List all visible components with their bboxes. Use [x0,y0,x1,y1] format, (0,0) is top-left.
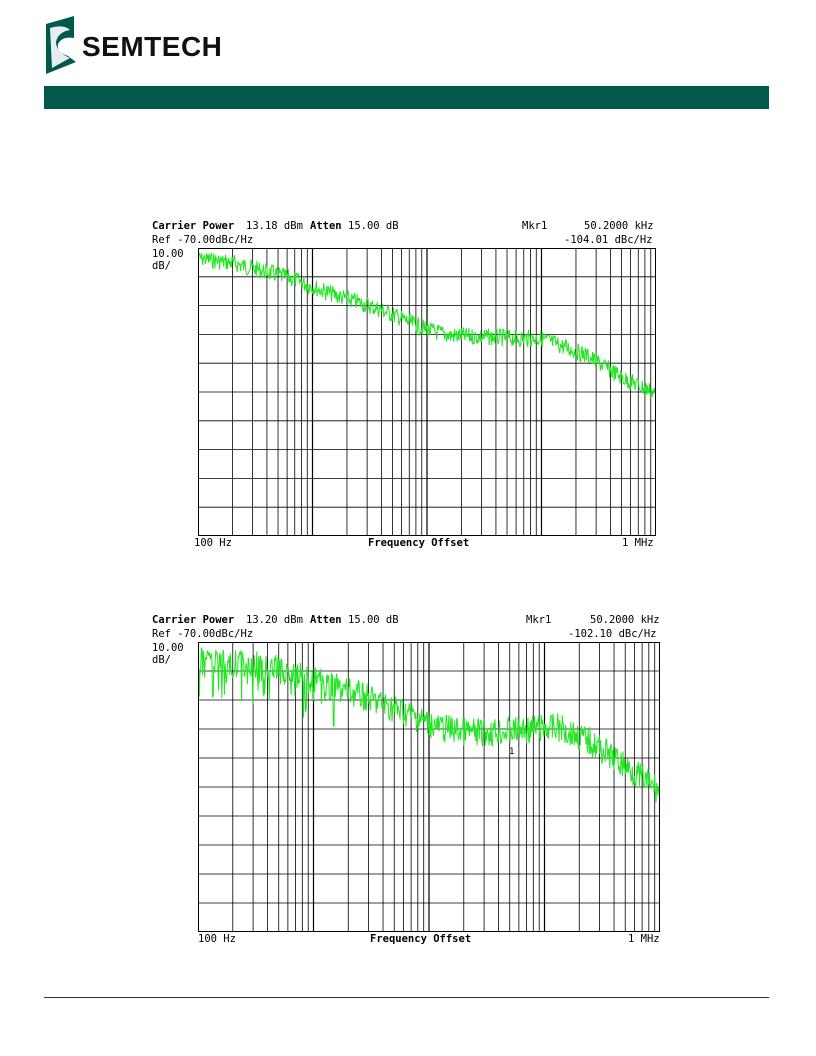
x-axis-start: 100 Hz [194,537,232,549]
marker-level: -104.01 dBc/Hz [564,234,653,246]
plot-border [198,248,656,536]
x-axis-stop: 1 MHz [622,537,654,549]
semtech-logo: SEMTECH [44,16,294,76]
x-axis-stop: 1 MHz [628,933,660,945]
carrier-power-value: 13.18 dBm [246,220,303,232]
x-axis-start: 100 Hz [198,933,236,945]
grid [198,248,656,536]
plot-area [198,248,656,536]
grid [198,642,660,932]
reference-level: Ref -70.00dBc/Hz [152,628,254,640]
carrier-power-label: Carrier Power [152,220,235,232]
x-axis-label: Frequency Offset [370,933,472,945]
scale-unit: dB/ [152,654,171,666]
x-axis-label: Frequency Offset [368,537,470,549]
marker-label: Mkr1 [526,614,552,626]
brand-name: SEMTECH [82,31,222,62]
scale-value: 10.00 [152,642,184,654]
atten-label: Atten [310,220,342,232]
spectrum-plot-1: Carrier Power 13.18 dBm Atten 15.00 dB M… [152,220,672,560]
trace-line [198,647,660,803]
scale-unit: dB/ [152,260,171,272]
footer-rule [44,997,769,998]
carrier-power-value: 13.20 dBm [246,614,303,626]
plot-border [198,642,660,932]
scale-value: 10.00 [152,248,184,260]
spectrum-plot-2: Carrier Power 13.20 dBm Atten 15.00 dB M… [152,614,672,954]
marker-label: Mkr1 [522,220,548,232]
marker-frequency: 50.2000 kHz [590,614,660,626]
plot-area: 1 [198,642,660,932]
marker-frequency: 50.2000 kHz [584,220,654,232]
semtech-logo-mark: SEMTECH [46,16,222,74]
marker-level: -102.10 dBc/Hz [568,628,657,640]
atten-label: Atten [310,614,342,626]
brand-bar [44,86,769,109]
atten-value: 15.00 dB [348,220,399,232]
reference-level: Ref -70.00dBc/Hz [152,234,254,246]
marker-1-label: 1 [509,747,514,757]
carrier-power-label: Carrier Power [152,614,235,626]
trace-line [198,251,656,399]
atten-value: 15.00 dB [348,614,399,626]
